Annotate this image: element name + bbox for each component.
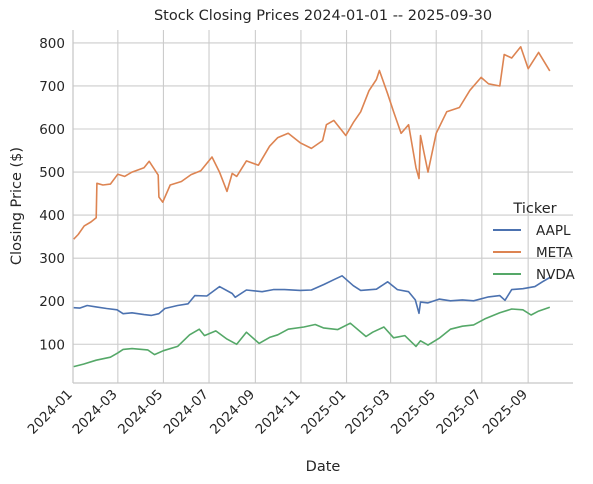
x-tick-label-2025-09: 2025-09 xyxy=(480,387,531,438)
x-tick-labels: 2024-012024-032024-052024-072024-092024-… xyxy=(25,387,531,438)
y-tick-label-500: 500 xyxy=(39,165,65,181)
grid xyxy=(72,30,573,383)
y-tick-label-300: 300 xyxy=(39,251,65,267)
x-tick-label-2025-03: 2025-03 xyxy=(342,387,393,438)
x-tick-label-2025-05: 2025-05 xyxy=(388,387,439,438)
legend-title: Ticker xyxy=(512,201,556,217)
legend-label-aapl: AAPL xyxy=(536,223,571,239)
series-line-aapl xyxy=(73,275,551,317)
chart-title: Stock Closing Prices 2024-01-01 -- 2025-… xyxy=(154,8,492,24)
x-tick-label-2024-01: 2024-01 xyxy=(25,387,76,438)
x-tick-label-2024-11: 2024-11 xyxy=(253,387,304,438)
x-tick-label-2025-01: 2025-01 xyxy=(298,387,349,438)
x-tick-label-2024-03: 2024-03 xyxy=(69,387,120,438)
x-axis-label: Date xyxy=(306,459,341,475)
y-tick-labels: 100 200 300 400 500 600 700 800 xyxy=(39,36,65,353)
series-line-nvda xyxy=(73,306,551,368)
y-tick-label-200: 200 xyxy=(39,294,65,310)
y-tick-label-800: 800 xyxy=(39,36,65,52)
legend-label-meta: META xyxy=(536,245,573,261)
series-line-meta xyxy=(73,46,551,240)
y-tick-label-700: 700 xyxy=(39,79,65,95)
y-tick-label-600: 600 xyxy=(39,122,65,138)
legend-label-nvda: NVDA xyxy=(536,267,575,283)
x-tick-label-2025-07: 2025-07 xyxy=(433,387,484,438)
y-axis-label: Closing Price ($) xyxy=(9,147,25,265)
x-tick-label-2024-05: 2024-05 xyxy=(115,387,166,438)
axes xyxy=(72,30,573,384)
x-tick-label-2024-07: 2024-07 xyxy=(161,387,212,438)
x-tick-label-2024-09: 2024-09 xyxy=(207,387,258,438)
y-tick-label-400: 400 xyxy=(39,208,65,224)
legend: Ticker AAPL META NVDA xyxy=(493,201,575,283)
y-tick-label-100: 100 xyxy=(39,337,65,353)
series-lines xyxy=(73,46,551,368)
